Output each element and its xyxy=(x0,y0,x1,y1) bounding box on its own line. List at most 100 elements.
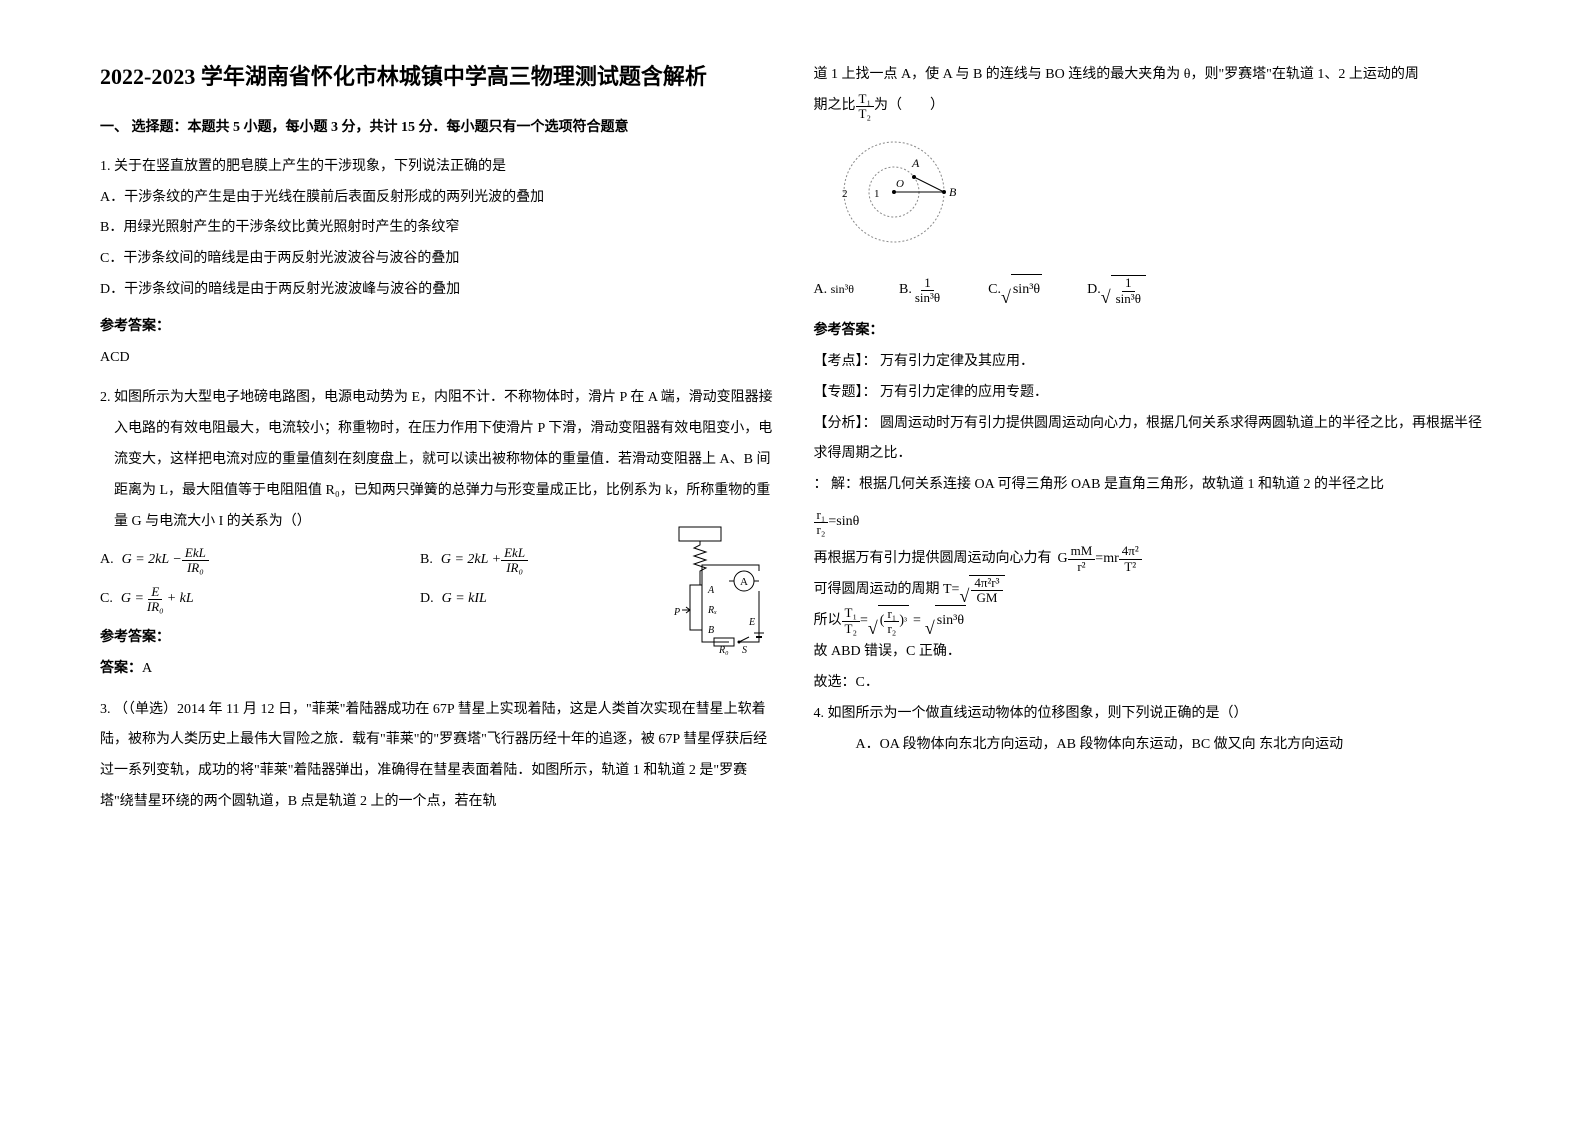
q3-optA: sin³θ xyxy=(831,282,854,296)
orbit-label1: 1 xyxy=(874,188,880,200)
analysis-point-line: 【考点】： 万有引力定律及其应用． xyxy=(814,347,1488,378)
q3-optB-den: sin³θ xyxy=(912,291,943,305)
q3-continuation: 道 1 上找一点 A，使 A 与 B 的连线与 BO 连线的最大夹角为 θ，则"… xyxy=(814,60,1488,91)
q4-stem: 4. 如图所示为一个做直线运动物体的位移图象，则下列说正确的是（） xyxy=(814,699,1488,730)
q3-optD-den: sin³θ xyxy=(1113,292,1144,306)
analysis-label: 【分析】： xyxy=(814,416,877,431)
question-2: 2. 如图所示为大型电子地磅电路图，电源电动势为 E，内阻不计．不称物体时，滑片… xyxy=(100,383,774,684)
q2-option-b: B. G = 2kL + EkL IR₀ xyxy=(420,545,600,576)
ammeter-label: A xyxy=(740,576,748,588)
q3-option-b: B. 1 sin³θ xyxy=(899,275,943,306)
so-lhs-den: T₂ xyxy=(842,622,860,636)
analysis-topic-line: 【专题】： 万有引力定律的应用专题． xyxy=(814,378,1488,409)
force-text: 再根据万有引力提供圆周运动向心力有 xyxy=(814,544,1052,575)
q3-optA-label: A. xyxy=(814,282,828,297)
question-4: 4. 如图所示为一个做直线运动物体的位移图象，则下列说正确的是（） A．OA 段… xyxy=(814,699,1488,761)
q3-optD-label: D. xyxy=(1087,275,1101,306)
analysis-point-label: 【考点】： xyxy=(814,354,877,369)
document-title: 2022-2023 学年湖南省怀化市林城镇中学高三物理测试题含解析 xyxy=(100,60,774,93)
q3-optC-label: C. xyxy=(988,275,1001,306)
force-rhs-num: 4π² xyxy=(1119,544,1142,559)
period-den: GM xyxy=(973,591,1000,605)
question-1: 1. 关于在竖直放置的肥皂膜上产生的干涉现象，下列说法正确的是 A．干涉条纹的产… xyxy=(100,152,774,374)
q3-ratio-line: 期之比 T₁ T₂ 为（ ） xyxy=(814,91,1488,122)
left-column: 2022-2023 学年湖南省怀化市林城镇中学高三物理测试题含解析 一、 选择题… xyxy=(80,60,794,1062)
right-column: 道 1 上找一点 A，使 A 与 B 的连线与 BO 连线的最大夹角为 θ，则"… xyxy=(794,60,1508,1062)
q2-optD-label: D. xyxy=(420,584,434,615)
q1-answer-label: 参考答案： xyxy=(100,312,774,343)
q2-optC-label: C. xyxy=(100,584,113,615)
q2-optC-den: IR₀ xyxy=(144,600,167,614)
q2-optA-lhs: G = 2kL − xyxy=(122,545,182,576)
q3-answer-label: 参考答案： xyxy=(814,316,1488,347)
q2-optD-formula: G = kIL xyxy=(442,584,487,615)
q3-ratio-tail: 为（ ） xyxy=(874,91,944,122)
so-line: 所以 T₁ T₂ = √ ( r₁ r₂ ) ³ = √ sin³θ xyxy=(814,605,1488,637)
q3-optB-num: 1 xyxy=(921,276,934,291)
period-num: 4π²r³ xyxy=(971,576,1002,591)
q1-answer: ACD xyxy=(100,343,774,374)
ratio-r-eq: =sinθ xyxy=(828,507,859,538)
q2-answer: A xyxy=(142,661,152,676)
force-lhs-den: r² xyxy=(1074,560,1088,574)
q2-optB-lhs: G = 2kL + xyxy=(441,545,501,576)
force-mid: =mr xyxy=(1095,544,1118,575)
solution-prefix: ： 解：根据几何关系连接 OA 可得三角形 OAB 是直角三角形，故轨道 1 和… xyxy=(814,470,1488,501)
force-lhs-num: mM xyxy=(1068,544,1096,559)
period-line: 可得圆周运动的周期 T= √ 4π²r³ GM xyxy=(814,575,1488,606)
analysis-topic: 万有引力定律的应用专题． xyxy=(877,385,1049,400)
q3-option-c: C. √ sin³θ xyxy=(988,274,1042,306)
q1-stem: 1. 关于在竖直放置的肥皂膜上产生的干涉现象，下列说法正确的是 xyxy=(100,152,774,183)
so-eq: = xyxy=(860,606,868,637)
q2-optC-lhs: G = xyxy=(121,584,144,615)
q1-option-d: D．干涉条纹间的暗线是由于两反射光波波峰与波谷的叠加 xyxy=(100,275,774,306)
analysis-text-line: 【分析】： 圆周运动时万有引力提供圆周运动向心力，根据几何关系求得两圆轨道上的半… xyxy=(814,409,1488,471)
q3-options: A. sin³θ B. 1 sin³θ C. √ sin³θ D. √ 1 xyxy=(814,274,1488,306)
q3-optD-num: 1 xyxy=(1122,276,1135,291)
q3-ratio-num: T₁ xyxy=(856,92,874,107)
analysis-text: 圆周运动时万有引力提供圆周运动向心力，根据几何关系求得两圆轨道上的半径之比，再根… xyxy=(814,416,1483,462)
force-rhs-den: T² xyxy=(1121,560,1139,574)
so-text: 所以 xyxy=(814,606,842,637)
so-inner-den: r₂ xyxy=(884,622,899,636)
orbit-labelO: O xyxy=(896,178,904,190)
q2-optC-num: E xyxy=(148,585,162,600)
q2-answer-line: 答案：A xyxy=(100,654,774,685)
orbit-label2: 2 xyxy=(842,188,848,200)
q3-option-d: D. √ 1 sin³θ xyxy=(1087,275,1146,306)
circuit-labelP: P xyxy=(673,607,680,618)
circuit-labelR0: R₀ xyxy=(718,645,729,655)
q3-stem: 3. （（单选）2014 年 11 月 12 日，"菲莱"着陆器成功在 67P … xyxy=(100,695,774,818)
q1-option-c: C．干涉条纹间的暗线是由于两反射光波波谷与波谷的叠加 xyxy=(100,244,774,275)
q2-option-c: C. G = E IR₀ + kL xyxy=(100,584,280,615)
q2-stem: 2. 如图所示为大型电子地磅电路图，电源电动势为 E，内阻不计．不称物体时，滑片… xyxy=(114,383,774,537)
q4-option-a: A．OA 段物体向东北方向运动，AB 段物体向东运动，BC 做又向 东北方向运动 xyxy=(856,730,1488,761)
force-prefix: G xyxy=(1058,544,1068,575)
q2-optA-num: EkL xyxy=(182,546,209,561)
circuit-labelS: S xyxy=(742,645,747,655)
section-1-header: 一、 选择题：本题共 5 小题，每小题 3 分，共计 15 分．每小题只有一个选… xyxy=(100,113,774,144)
q1-option-b: B．用绿光照射产生的干涉条纹比黄光照射时产生的条纹窄 xyxy=(100,213,774,244)
q3-ratio-den: T₂ xyxy=(856,107,874,121)
so-lhs-num: T₁ xyxy=(842,606,860,621)
ratio-r-num: r₁ xyxy=(814,508,829,523)
analysis-point: 万有引力定律及其应用． xyxy=(877,354,1035,369)
so-rhs: sin³θ xyxy=(935,605,966,637)
orbit-labelB: B xyxy=(949,185,957,199)
so-power: ³ xyxy=(904,611,907,633)
q3-option-a: A. sin³θ xyxy=(814,275,854,306)
q3-optC-body: sin³θ xyxy=(1011,274,1042,306)
circuit-diagram: A A B P Rₓ R₀ E S xyxy=(634,525,764,655)
q2-answer-prefix: 答案： xyxy=(100,661,142,676)
period-text: 可得圆周运动的周期 T= xyxy=(814,575,960,606)
so-inner-num: r₁ xyxy=(884,607,899,622)
wrong-text: 故 ABD 错误，C 正确． xyxy=(814,637,1488,668)
q2-option-a: A. G = 2kL − EkL IR₀ xyxy=(100,545,280,576)
choose-text: 故选：C． xyxy=(814,668,1488,699)
q2-option-d: D. G = kIL xyxy=(420,584,600,615)
q2-optB-den: IR₀ xyxy=(503,561,526,575)
analysis-topic-label: 【专题】： xyxy=(814,385,877,400)
circuit-labelRx: Rₓ xyxy=(707,605,717,616)
q2-optB-label: B. xyxy=(420,545,433,576)
circuit-labelA: A xyxy=(707,585,715,596)
